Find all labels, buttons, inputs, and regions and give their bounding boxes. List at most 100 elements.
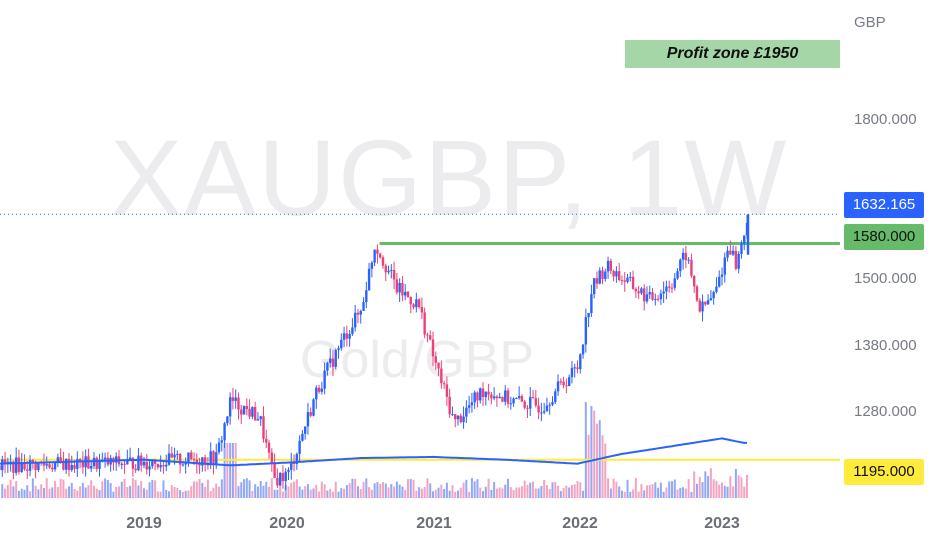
volume-bar <box>348 483 351 498</box>
candle-body <box>67 458 71 471</box>
candle-body <box>217 442 221 453</box>
volume-bar <box>718 484 721 498</box>
volume-bar <box>618 486 621 498</box>
volume-bar <box>526 484 529 498</box>
volume-bar <box>1 484 4 498</box>
volume-bar <box>159 491 162 498</box>
volume-bar <box>709 468 712 498</box>
volume-bar <box>398 484 401 498</box>
volume-bar <box>448 490 451 498</box>
candle-body <box>192 458 196 460</box>
candle-body <box>9 461 12 463</box>
candle-body <box>437 362 440 369</box>
candle-body <box>417 299 421 308</box>
candle-body <box>170 453 173 458</box>
volume-bar <box>251 490 254 498</box>
volume-bar <box>707 476 710 498</box>
volume-bar <box>359 489 362 498</box>
candle-body <box>331 358 335 367</box>
volume-bar <box>287 486 290 498</box>
candle-body <box>253 406 257 421</box>
volume-bar <box>437 487 440 498</box>
candle-body <box>365 290 368 303</box>
volume-bar <box>312 488 315 498</box>
candle-body <box>34 461 37 470</box>
volume-bar <box>695 483 698 498</box>
volume-bar <box>256 486 259 498</box>
candle-body <box>559 381 563 383</box>
candle-body <box>676 271 679 279</box>
candle-body <box>317 387 321 392</box>
volume-bar <box>659 482 662 498</box>
volume-bar <box>512 489 515 498</box>
volume-bar <box>404 490 407 498</box>
volume-bar <box>729 476 732 498</box>
volume-bar <box>504 484 507 498</box>
volume-bar <box>579 482 582 498</box>
candle-body <box>398 282 401 293</box>
candle-body <box>645 294 649 302</box>
volume-bar <box>104 478 107 498</box>
candle-body <box>620 279 624 281</box>
candle-body <box>151 461 154 467</box>
volume-bar <box>595 423 598 498</box>
candle-body <box>181 464 185 466</box>
candle-body <box>187 452 190 463</box>
volume-bar <box>648 485 651 498</box>
volume-bar <box>445 482 448 498</box>
moving-average-line <box>0 437 747 467</box>
candle-body <box>473 392 476 403</box>
volume-bar <box>145 489 148 498</box>
candle-body <box>176 453 179 455</box>
volume-bar <box>715 480 718 498</box>
volume-bar <box>473 481 476 498</box>
candle-body <box>690 259 693 276</box>
volume-bar <box>345 485 348 498</box>
volume-bar <box>231 443 234 498</box>
volume-bar <box>354 478 357 498</box>
candle-body <box>442 383 446 385</box>
candle-body <box>76 459 79 469</box>
candle-body <box>484 391 487 398</box>
candle-body <box>26 469 29 471</box>
volume-bar <box>117 486 120 498</box>
candle-body <box>609 260 613 271</box>
candle-body <box>234 397 237 401</box>
candle-body <box>406 291 410 297</box>
volume-bar <box>732 486 735 498</box>
candle-body <box>412 304 415 308</box>
candle-body <box>73 465 76 469</box>
subtitle-watermark: Gold/GBP <box>300 331 535 389</box>
candle-body <box>240 409 243 415</box>
volume-bar <box>454 491 457 498</box>
volume-bar <box>109 483 112 498</box>
candle-body <box>64 458 68 470</box>
volume-bar <box>29 491 32 498</box>
support-price-badge: 1195.000 <box>844 459 924 485</box>
candle-body <box>220 440 224 443</box>
candle-body <box>470 402 474 406</box>
candle-body <box>734 250 738 269</box>
volume-bar <box>637 491 640 498</box>
volume-bar <box>245 478 248 498</box>
candle-body <box>301 433 304 441</box>
candle-body <box>28 460 32 471</box>
candle-body <box>376 249 379 254</box>
volume-bar <box>601 435 604 498</box>
volume-bar <box>468 491 471 498</box>
x-tick-label: 2022 <box>562 515 598 532</box>
volume-bar <box>645 485 648 498</box>
volume-bar <box>193 481 196 498</box>
volume-bar <box>290 482 293 498</box>
volume-bar <box>298 486 301 498</box>
volume-bar <box>418 487 421 498</box>
volume-bar <box>737 475 740 498</box>
volume-bar <box>279 484 282 498</box>
volume-bar <box>54 481 57 498</box>
candle-body <box>334 349 337 367</box>
candle-body <box>451 414 454 416</box>
volume-bar <box>51 487 54 498</box>
volume-bar <box>368 487 371 498</box>
volume-bar <box>698 476 701 498</box>
